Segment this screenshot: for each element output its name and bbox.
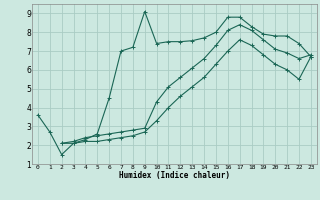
- X-axis label: Humidex (Indice chaleur): Humidex (Indice chaleur): [119, 171, 230, 180]
